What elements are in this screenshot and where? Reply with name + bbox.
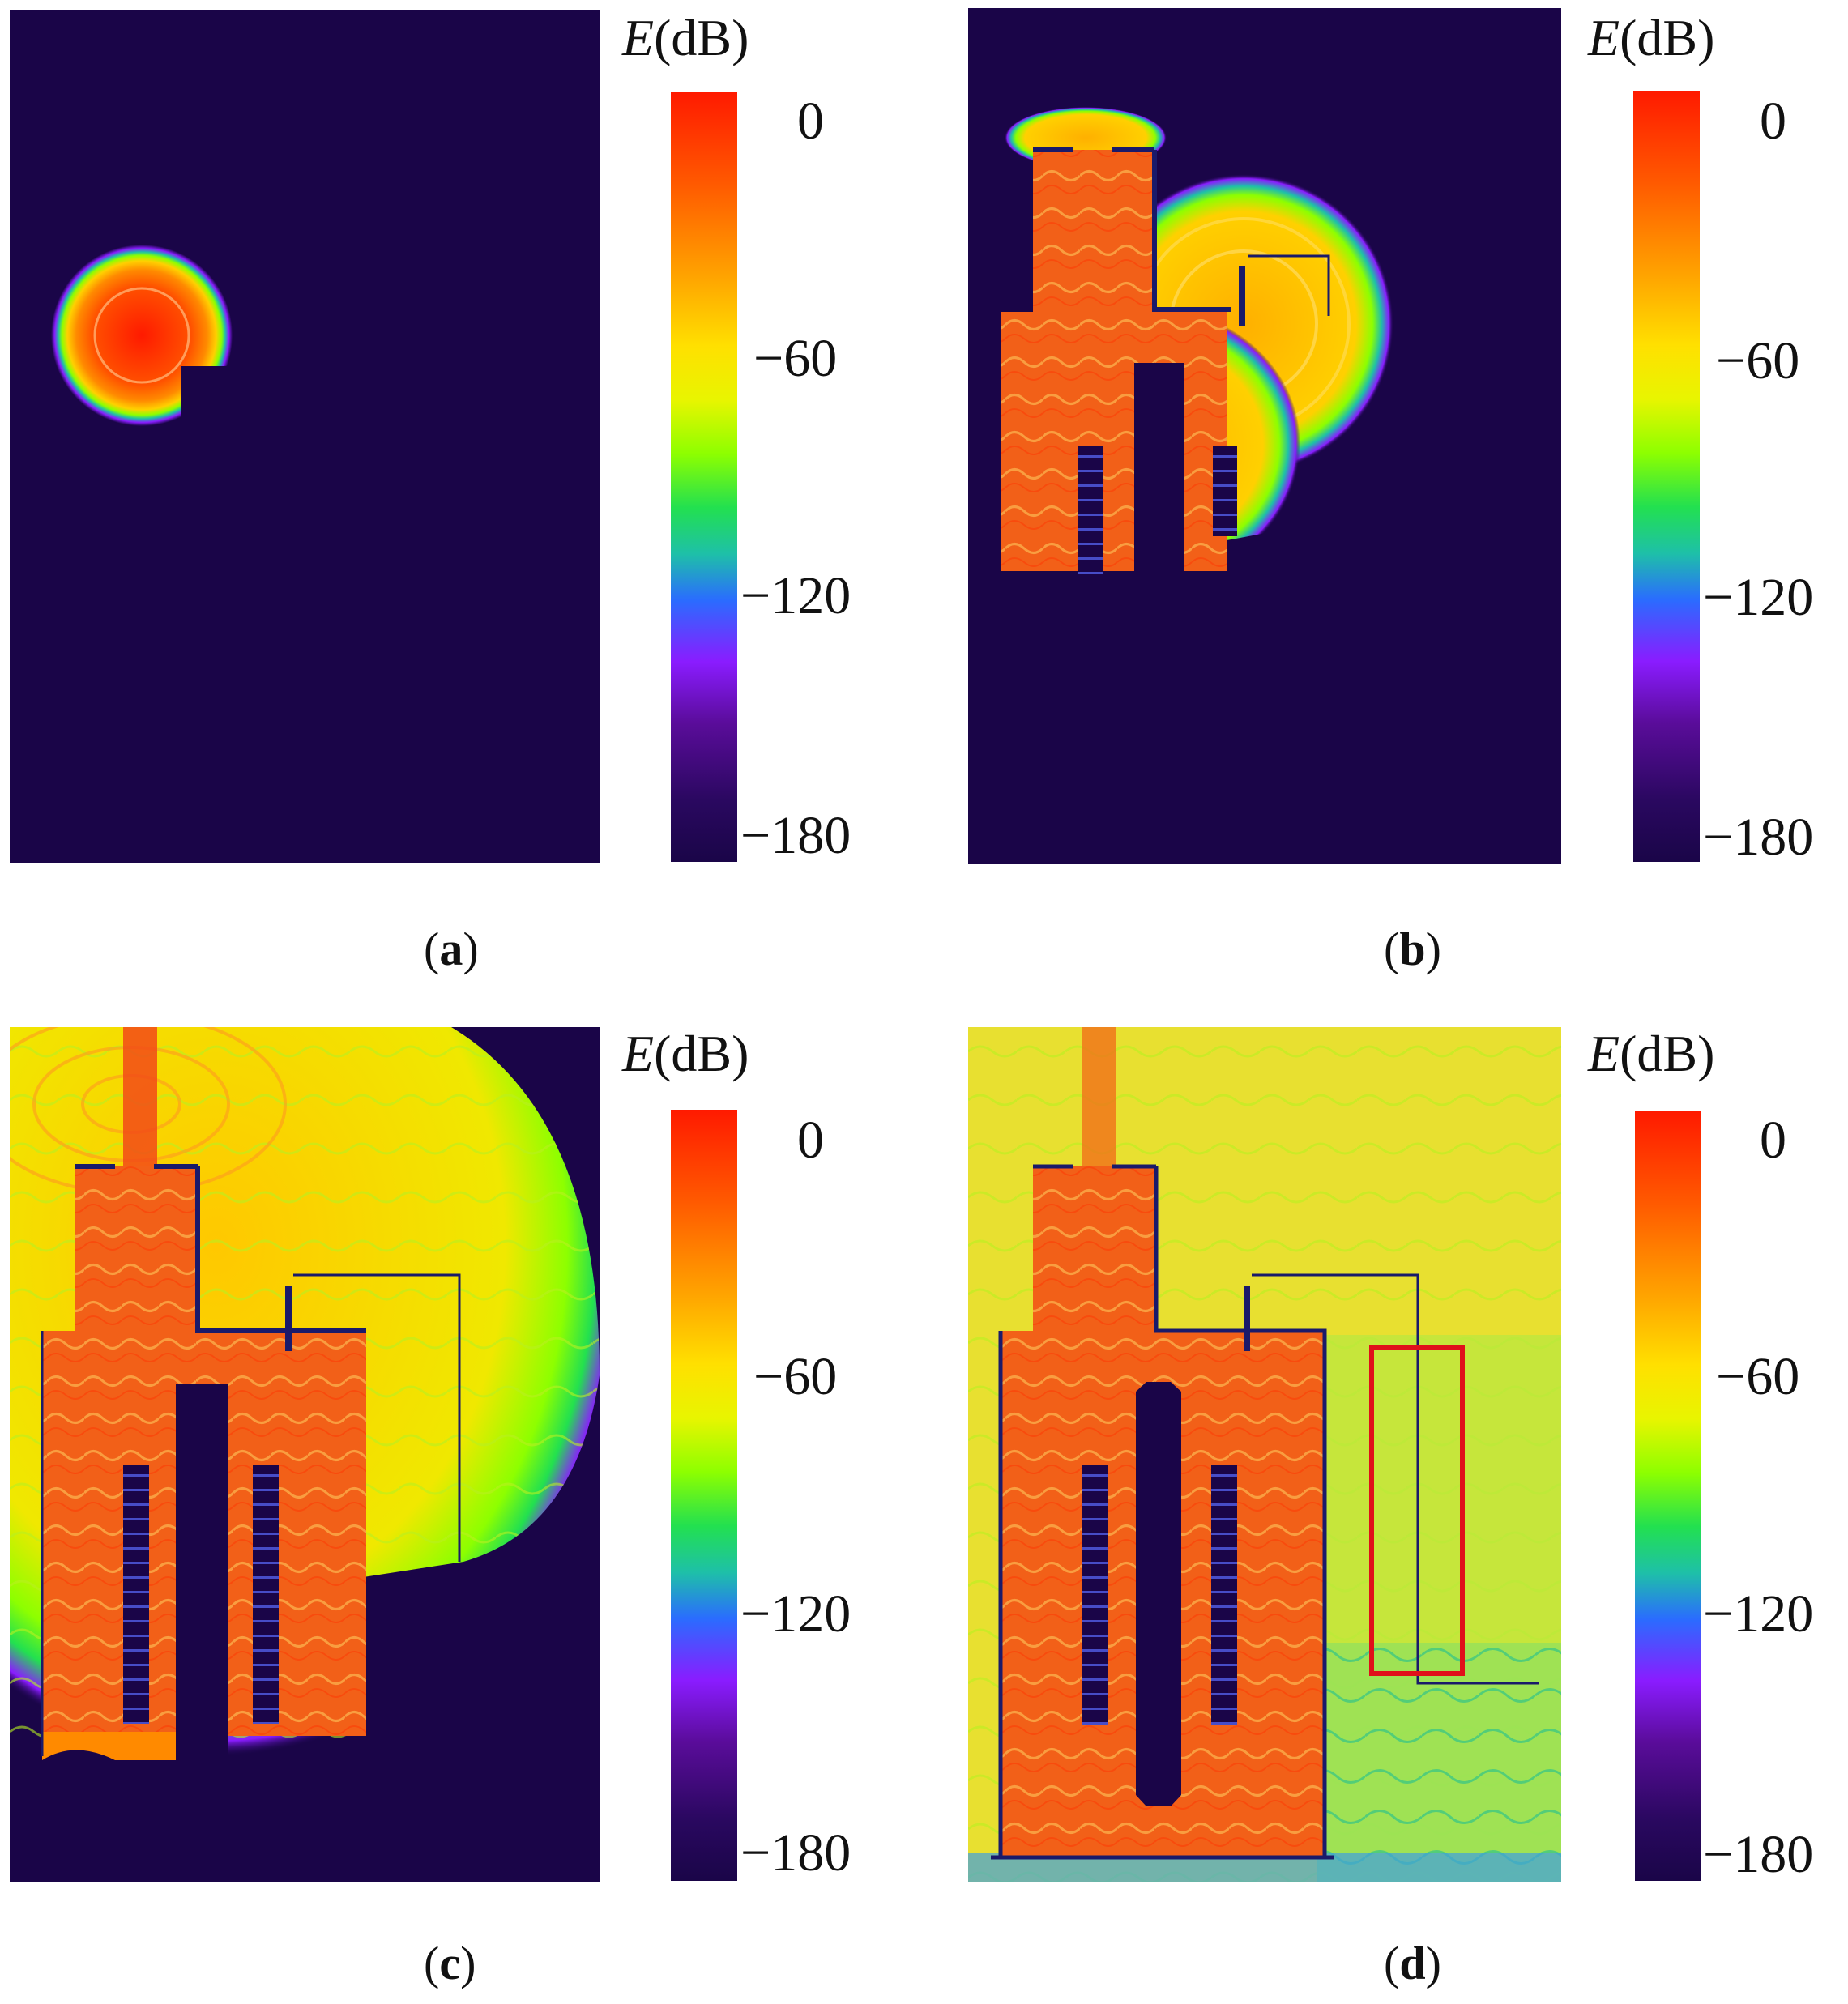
- colorbar-quantity: E: [1588, 1025, 1620, 1082]
- colorbar-tick-2: −120: [740, 1584, 851, 1644]
- source-notch: [181, 366, 238, 431]
- colorbar-d: [1635, 1111, 1701, 1881]
- colorbar-tick-3: −180: [1703, 1825, 1814, 1884]
- caption-letter: c: [439, 1937, 461, 1989]
- field-map-d: [968, 1027, 1561, 1882]
- colorbar-tick-1: −60: [1716, 331, 1800, 390]
- caption-b: (b): [1384, 923, 1441, 975]
- source-ring: [93, 287, 190, 384]
- colorbar-tick-3: −180: [1703, 808, 1814, 867]
- colorbar-title-a: E(dB): [622, 8, 749, 68]
- lower-right-ripples: [1317, 1643, 1561, 1882]
- field-svg-b: [968, 8, 1561, 864]
- colorbar-tick-1: −60: [753, 1347, 838, 1406]
- colorbar-c: [671, 1110, 737, 1881]
- colorbar-tick-2: −120: [1703, 1584, 1814, 1644]
- caption-letter: b: [1399, 923, 1426, 975]
- colorbar-b: [1633, 91, 1700, 862]
- colorbar-title-b: E(dB): [1588, 8, 1714, 68]
- colorbar-tick-2: −120: [1703, 568, 1814, 627]
- field-map-c: [10, 1027, 600, 1882]
- colorbar-quantity: E: [622, 9, 655, 66]
- colorbar-tick-3: −180: [740, 1823, 851, 1882]
- colorbar-tick-2: −120: [740, 566, 851, 625]
- colorbar-a: [671, 92, 737, 862]
- highlight-box: [1369, 1345, 1465, 1676]
- field-map-a: [10, 10, 600, 863]
- caption-c: (c): [424, 1937, 476, 1989]
- caption-d: (d): [1384, 1937, 1441, 1989]
- cavity-c: [41, 1164, 461, 1772]
- colorbar-tick-0: 0: [1760, 92, 1786, 151]
- colorbar-title-d: E(dB): [1588, 1024, 1714, 1084]
- colorbar-tick-0: 0: [797, 92, 824, 151]
- top-beam: [123, 1027, 157, 1173]
- top-beam: [1082, 1027, 1116, 1173]
- colorbar-unit: (dB): [1620, 1025, 1715, 1082]
- colorbar-tick-0: 0: [797, 1111, 824, 1170]
- field-background: [10, 10, 600, 863]
- colorbar-unit: (dB): [654, 1025, 749, 1082]
- colorbar-title-c: E(dB): [622, 1024, 749, 1084]
- cavity-b: [1001, 147, 1330, 575]
- cavity-d: [991, 1164, 1539, 1860]
- caption-letter: a: [439, 923, 463, 975]
- field-map-b: [968, 8, 1561, 864]
- colorbar-tick-1: −60: [753, 329, 838, 388]
- field-svg-c: [10, 1027, 600, 1882]
- colorbar-quantity: E: [1588, 9, 1620, 66]
- colorbar-tick-3: −180: [740, 806, 851, 865]
- colorbar-tick-1: −60: [1716, 1347, 1800, 1406]
- caption-a: (a): [424, 923, 479, 975]
- field-svg-d: [968, 1027, 1561, 1882]
- caption-letter: d: [1399, 1937, 1426, 1989]
- colorbar-unit: (dB): [1620, 9, 1715, 66]
- colorbar-unit: (dB): [654, 9, 749, 66]
- field-svg-a: [10, 10, 600, 863]
- colorbar-quantity: E: [622, 1025, 655, 1082]
- colorbar-tick-0: 0: [1760, 1111, 1786, 1170]
